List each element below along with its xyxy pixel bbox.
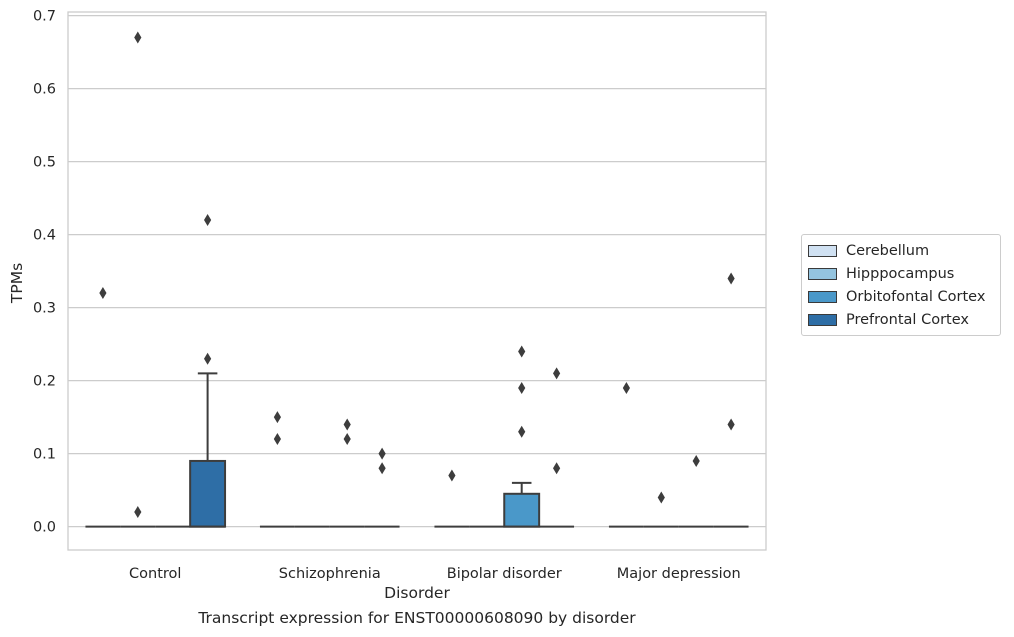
legend-swatch (808, 313, 837, 326)
outlier-point (622, 381, 630, 394)
box-0-0 (85, 287, 121, 528)
legend-label: Cerebellum (846, 242, 930, 259)
legend-swatch (808, 244, 837, 257)
outlier-point (553, 462, 561, 475)
legend-item: Cerebellum (802, 239, 1000, 262)
box-2-1 (329, 418, 365, 528)
outlier-point (518, 345, 526, 358)
y-axis-label: TPMs (8, 263, 26, 304)
y-tick-label: 0.3 (33, 301, 56, 317)
legend-item: Orbitofontal Cortex (802, 285, 1000, 308)
y-tick-label: 0.5 (33, 155, 56, 171)
box-3-0 (189, 214, 227, 528)
y-tick-label: 0.6 (33, 82, 56, 98)
outlier-point (134, 506, 142, 519)
outlier-point (378, 462, 386, 475)
box-body (189, 459, 227, 528)
outlier-point (553, 367, 561, 380)
y-tick-label: 0.0 (33, 520, 56, 536)
y-tick-label: 0.7 (33, 9, 56, 25)
legend-label: Orbitofontal Cortex (846, 288, 986, 305)
legend-label: Prefrontal Cortex (846, 311, 969, 328)
legend: Cerebellum Hipppocampus Orbitofontal Cor… (801, 234, 1001, 336)
outlier-point (518, 381, 526, 394)
outlier-point (204, 214, 212, 227)
x-tick-label: Control (129, 566, 181, 582)
outlier-point (343, 433, 351, 446)
plot-frame (67, 11, 767, 551)
y-tick-label: 0.2 (33, 374, 56, 390)
x-tick-label: Bipolar disorder (447, 566, 562, 582)
y-tick-label: 0.1 (33, 447, 56, 463)
outlier-point (727, 272, 735, 285)
outlier-point (273, 433, 281, 446)
outlier-point (518, 425, 526, 438)
legend-item: Hipppocampus (802, 262, 1000, 285)
outlier-point (448, 469, 456, 482)
chart-caption: Transcript expression for ENST0000060809… (198, 609, 636, 627)
legend-label: Hipppocampus (846, 265, 955, 282)
outlier-point (657, 491, 665, 504)
x-tick-label: Schizophrenia (279, 566, 381, 582)
x-axis-label: Disorder (384, 584, 450, 602)
box-3-3 (713, 272, 749, 528)
box-2-2 (503, 345, 541, 528)
box-body (503, 492, 541, 528)
box-1-0 (120, 31, 156, 528)
x-axis-ticks: Control Schizophrenia Bipolar disorder Majo… (129, 566, 741, 582)
y-axis-ticks: 0.0 0.1 0.2 0.3 0.4 0.5 0.6 0.7 (33, 9, 56, 536)
box-1-3 (643, 491, 679, 528)
box-0-1 (259, 411, 295, 528)
legend-swatch (808, 267, 837, 280)
x-tick-label: Major depression (617, 566, 741, 582)
legend-item: Prefrontal Cortex (802, 308, 1000, 331)
outlier-point (99, 287, 107, 300)
y-tick-label: 0.4 (33, 228, 56, 244)
legend-swatch (808, 290, 837, 303)
box-2-3 (678, 454, 714, 528)
box-0-2 (434, 469, 470, 528)
outlier-point (204, 352, 212, 365)
box-3-1 (364, 447, 400, 528)
outlier-point (273, 411, 281, 424)
outlier-point (343, 418, 351, 431)
outlier-point (692, 454, 700, 467)
outlier-point (378, 447, 386, 460)
outlier-point (727, 418, 735, 431)
box-0-3 (608, 381, 644, 528)
grid-lines (68, 15, 766, 528)
box-groups (85, 31, 749, 528)
outlier-point (134, 31, 142, 44)
box-3-2 (539, 367, 575, 528)
